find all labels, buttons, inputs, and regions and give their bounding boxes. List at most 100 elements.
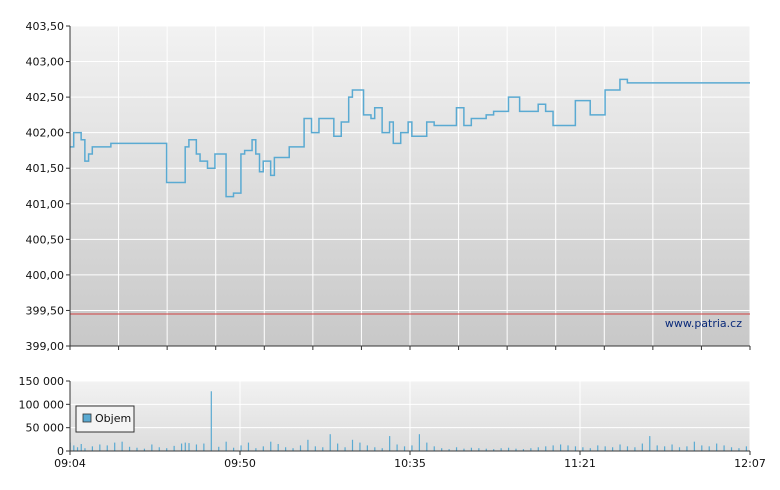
volume-y-tick-label: 50 000 — [26, 422, 65, 435]
volume-bar — [463, 448, 465, 451]
price-y-tick-label: 399,00 — [26, 340, 65, 353]
price-y-tick-label: 402,50 — [26, 91, 65, 104]
price-y-axis-ticks: 403,50 403,00 402,50 402,00 401,50 401,00 400,… — [26, 20, 70, 353]
volume-bar — [745, 446, 747, 451]
price-y-tick-label: 400,50 — [26, 233, 65, 246]
volume-bar — [277, 444, 279, 451]
volume-bar — [73, 445, 75, 451]
price-y-tick-label: 401,00 — [26, 198, 65, 211]
volume-bar — [158, 447, 160, 451]
volume-bar — [136, 447, 138, 451]
volume-bar — [426, 442, 428, 451]
volume-bar — [240, 445, 242, 451]
volume-bar — [619, 444, 621, 451]
volume-bar — [91, 446, 93, 451]
volume-bar — [203, 443, 205, 451]
volume-bar — [307, 439, 309, 451]
volume-bars — [69, 391, 747, 451]
volume-bar — [299, 445, 302, 451]
volume-bar — [664, 446, 666, 451]
volume-bar — [351, 439, 354, 451]
volume-bar — [374, 447, 376, 451]
volume-bar — [210, 391, 212, 451]
volume-bar — [656, 445, 658, 451]
volume-bar — [559, 444, 562, 451]
volume-bar — [649, 436, 651, 451]
volume-bar — [418, 434, 420, 451]
price-x-axis-ticks — [69, 346, 751, 350]
volume-bar — [396, 444, 398, 451]
volume-bar — [143, 448, 146, 451]
volume-bar — [597, 445, 599, 451]
volume-y-tick-label: 150 000 — [19, 375, 65, 388]
volume-bar — [567, 445, 569, 451]
price-y-tick-label: 403,00 — [26, 56, 65, 69]
volume-bar — [114, 442, 116, 451]
price-y-tick-label: 403,50 — [26, 20, 65, 33]
price-series-line — [70, 78, 750, 198]
volume-bar — [84, 448, 86, 451]
volume-bar — [730, 447, 733, 451]
volume-bar — [582, 447, 584, 451]
volume-bar — [106, 445, 108, 451]
volume-bar — [604, 446, 606, 451]
volume-bar — [545, 446, 547, 451]
price-y-tick-label: 400,00 — [26, 269, 65, 282]
volume-bar — [478, 448, 480, 451]
volume-bar — [195, 444, 198, 451]
volume-x-tick-label: 09:50 — [224, 457, 256, 470]
volume-bar — [329, 434, 331, 451]
volume-bar — [612, 447, 614, 451]
volume-bar — [530, 448, 532, 451]
volume-bar — [738, 448, 740, 451]
volume-bar — [218, 446, 220, 451]
volume-bar — [344, 447, 346, 451]
volume-bar — [247, 442, 250, 451]
volume-chart: 150 000 100 000 50 000 0 09:04 09:50 10:35 11:… — [19, 375, 766, 470]
volume-bar — [433, 446, 435, 451]
volume-bar — [641, 443, 643, 451]
volume-bar — [626, 446, 629, 451]
watermark: www.patria.cz — [665, 317, 742, 330]
volume-bar — [522, 449, 525, 451]
volume-bar — [515, 448, 517, 451]
volume-bar — [403, 446, 406, 451]
volume-y-tick-label: 0 — [57, 445, 64, 458]
volume-y-axis-ticks: 150 000 100 000 50 000 0 — [19, 375, 70, 458]
volume-bar — [151, 444, 153, 451]
volume-bar — [322, 447, 324, 451]
volume-bar — [552, 445, 554, 451]
volume-bar — [723, 445, 725, 451]
volume-bar — [589, 448, 591, 451]
volume-bar — [671, 444, 673, 451]
volume-bar — [389, 436, 391, 451]
volume-x-tick-label: 09:04 — [54, 457, 86, 470]
volume-bar — [507, 447, 510, 451]
volume-x-tick-label: 11:21 — [564, 457, 596, 470]
volume-bar — [184, 442, 186, 451]
volume-bar — [470, 447, 473, 451]
price-y-tick-label: 399,50 — [26, 304, 65, 317]
volume-bar — [708, 446, 710, 451]
volume-bar — [448, 449, 450, 451]
volume-bar — [285, 447, 287, 451]
volume-bar — [80, 444, 82, 451]
volume-bar — [411, 445, 413, 451]
volume-bar — [188, 443, 190, 451]
volume-bar — [455, 447, 458, 451]
volume-bar — [686, 446, 688, 451]
volume-bar — [574, 446, 577, 451]
volume-bar — [180, 443, 183, 451]
legend-label: Objem — [95, 412, 131, 425]
volume-bar — [716, 443, 718, 451]
volume-bar — [485, 448, 487, 451]
volume-bar — [314, 446, 316, 451]
volume-bar — [381, 448, 383, 451]
volume-bar — [121, 441, 123, 451]
volume-bar — [128, 446, 131, 451]
volume-bar — [262, 446, 264, 451]
volume-bar — [359, 442, 361, 451]
volume-x-axis-ticks: 09:04 09:50 10:35 11:21 12:07 — [54, 451, 766, 470]
volume-bar — [173, 445, 175, 451]
volume-y-tick-label: 100 000 — [19, 398, 65, 411]
